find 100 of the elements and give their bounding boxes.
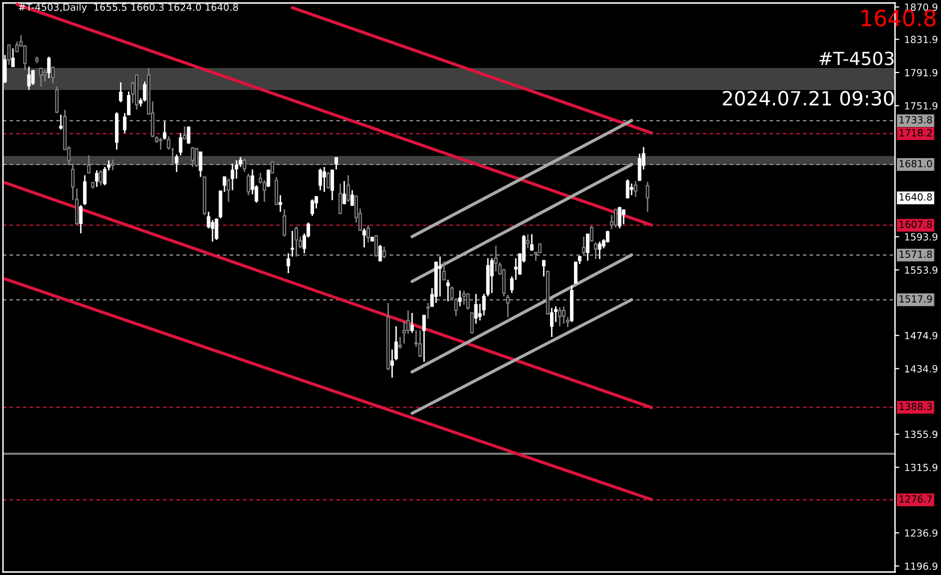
candlestick [27,66,31,91]
candlestick [398,336,402,350]
ref-line-label: 1571.8 [900,250,932,258]
candlestick [59,114,63,130]
candlestick [214,218,218,241]
candlestick [282,208,286,238]
candlestick [426,302,430,320]
candlestick [31,69,35,86]
candlestick [382,246,386,259]
candlestick [246,172,250,196]
y-tick-label: 1236.9 [905,529,938,537]
candlestick [51,66,55,84]
candlestick [346,174,350,203]
candlestick [626,178,630,200]
candlestick [47,56,51,79]
candlestick [174,154,178,173]
candlestick [142,80,146,102]
candlestick [374,234,378,258]
candlestick [226,178,230,203]
candlestick [410,312,414,334]
candlestick [646,180,650,212]
annotation: 1640.8 [900,193,932,201]
y-tick-label: 1315.9 [905,464,938,472]
candlestick [270,160,274,174]
ref-line-label: 1388.3 [900,402,932,410]
candlestick [494,245,498,272]
candlestick [330,168,334,201]
y-tick-label: 1593.9 [905,233,938,241]
ref-line-label: 1276.7 [900,495,932,503]
candlestick [558,306,562,327]
candlestick [562,306,566,324]
candlestick [230,162,234,191]
candlestick [446,279,450,302]
candlestick [11,48,15,68]
candlestick [462,290,466,306]
candlestick [474,293,478,324]
candlestick [526,233,530,249]
candlestick [634,180,638,198]
candlestick [594,242,598,260]
candlestick [542,259,546,278]
candlestick [23,44,27,71]
candlestick [266,168,270,188]
candlestick [83,174,87,206]
candlestick [362,228,366,248]
candlestick [418,330,422,358]
ref-line-label: 1607.8 [900,220,932,228]
candlestick [186,126,190,144]
candlestick [310,198,314,217]
candlestick [15,41,19,52]
candlestick [506,294,510,318]
candlestick [55,86,59,114]
ref-line-label: 1733.8 [900,116,932,124]
candlestick [490,258,494,294]
candlestick [43,69,47,82]
y-tick-label: 1474.9 [905,332,938,340]
candlestick [322,166,326,193]
candlestick [318,168,322,191]
y-tick-label: 1831.9 [905,36,938,44]
candlestick [334,156,338,170]
candlestick [290,230,294,258]
candlestick [111,158,115,171]
candlestick [586,233,590,262]
candlestick [158,137,162,150]
y-tick-label: 1751.9 [905,102,938,110]
candlestick [550,307,554,338]
y-tick-label: 1196.9 [905,562,938,570]
candlestick [598,240,602,260]
candlestick [278,194,282,212]
candlestick [194,147,198,168]
candlestick [438,256,442,298]
y-tick-label: 1791.9 [905,68,938,76]
candlestick [190,146,194,168]
candlestick [366,224,370,244]
candlestick [294,226,298,258]
candlestick [198,151,202,178]
candlestick [162,120,166,140]
candlestick [326,171,330,190]
candlestick [590,225,594,242]
candlestick [442,260,446,280]
candlestick [210,219,214,242]
y-tick-label: 1553.9 [905,266,938,274]
y-tick-label: 1355.9 [905,430,938,438]
candlestick [242,158,246,173]
y-tick-label: 1870.9 [905,3,938,11]
candlestick [530,233,534,252]
candlestick [378,244,382,262]
candlestick [286,252,290,274]
candlestick [7,44,11,66]
candlestick [118,82,122,103]
candlestick [87,154,91,174]
candlestick [470,312,474,334]
candlestick [422,314,426,363]
candlestick [466,292,470,310]
candlestick [178,132,182,156]
annotation: #T-4503 [819,52,894,66]
candlestick [39,68,43,88]
candlestick [342,180,346,205]
ref-line-label: 1718.2 [900,129,932,136]
candlestick [614,208,618,228]
candlestick [630,182,634,196]
